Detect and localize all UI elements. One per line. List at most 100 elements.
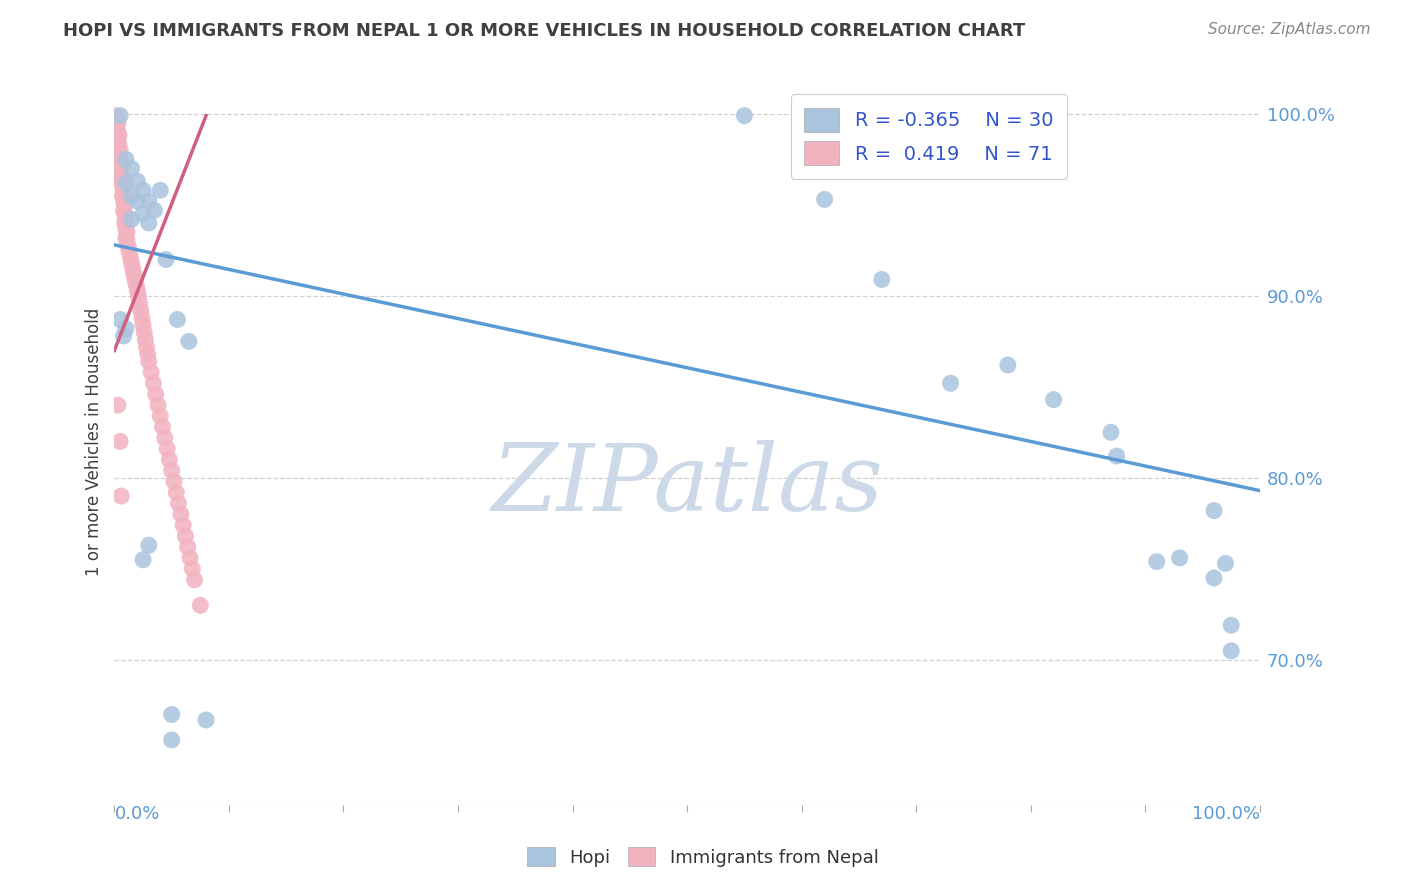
Point [108,153,131,167]
Point [1042,392,1064,407]
Point [108,143,131,157]
Point [132,553,155,567]
Point [733,109,755,123]
Point [107,134,129,148]
Point [174,529,197,543]
Point [105,112,128,127]
Point [115,176,138,190]
Point [1099,425,1122,440]
Point [105,121,128,136]
Point [108,128,131,143]
Point [111,179,134,194]
Point [135,340,157,354]
Point [107,398,129,412]
Point [121,256,143,270]
Point [127,194,149,209]
Point [160,707,183,722]
Point [108,149,131,163]
Point [143,203,166,218]
Text: ZIPatlas: ZIPatlas [491,440,883,530]
Point [1105,449,1128,463]
Point [172,518,194,533]
Point [114,207,136,221]
Point [127,174,149,188]
Legend: R = -0.365    N = 30, R =  0.419    N = 71: R = -0.365 N = 30, R = 0.419 N = 71 [790,95,1067,178]
Point [181,562,204,576]
Point [1146,555,1168,569]
Point [167,496,190,510]
Point [121,161,143,176]
Point [134,333,156,347]
Point [115,230,138,244]
Point [157,452,180,467]
Point [142,376,165,391]
Point [121,212,143,227]
Point [138,216,160,230]
Point [121,188,143,202]
Point [188,599,211,613]
Text: 0.0%: 0.0% [114,805,160,823]
Point [136,347,159,361]
Point [138,194,160,209]
Point [138,538,160,552]
Point [1220,644,1243,658]
Point [115,321,138,335]
Point [152,420,174,434]
Point [163,475,186,489]
Point [145,387,167,401]
Point [177,334,200,349]
Point [110,167,132,181]
Text: HOPI VS IMMIGRANTS FROM NEPAL 1 OR MORE VEHICLES IN HOUSEHOLD CORRELATION CHART: HOPI VS IMMIGRANTS FROM NEPAL 1 OR MORE … [63,22,1025,40]
Point [813,193,835,207]
Point [183,573,205,587]
Point [107,116,129,130]
Point [160,733,183,747]
Point [132,318,155,332]
Point [870,272,893,286]
Point [127,284,149,298]
Point [172,807,194,822]
Point [112,194,135,209]
Point [115,234,138,248]
Point [149,183,172,197]
Point [104,109,127,123]
Point [1168,551,1191,566]
Text: Source: ZipAtlas.com: Source: ZipAtlas.com [1208,22,1371,37]
Point [1202,571,1225,585]
Point [117,240,139,254]
Point [114,216,136,230]
Point [997,358,1019,372]
Point [132,207,155,221]
Point [134,325,156,339]
Point [1202,503,1225,517]
Point [108,434,131,449]
Point [124,272,146,286]
Point [115,225,138,239]
Point [108,312,131,326]
Point [118,245,141,260]
Point [121,261,143,276]
Legend: Hopi, Immigrants from Nepal: Hopi, Immigrants from Nepal [520,840,886,874]
Point [115,221,138,235]
Point [166,312,188,326]
Point [139,365,162,379]
Point [127,289,149,303]
Point [170,508,193,522]
Text: 100.0%: 100.0% [1192,805,1260,823]
Point [149,409,172,423]
Point [114,198,136,212]
Point [156,442,179,456]
Point [146,398,169,412]
Point [112,185,135,199]
Point [111,170,134,185]
Point [122,267,145,281]
Point [1220,618,1243,632]
Point [110,176,132,190]
Point [112,203,135,218]
Point [939,376,962,391]
Point [131,310,153,325]
Point [179,551,201,566]
Point [115,212,138,227]
Point [125,277,148,292]
Point [110,158,132,172]
